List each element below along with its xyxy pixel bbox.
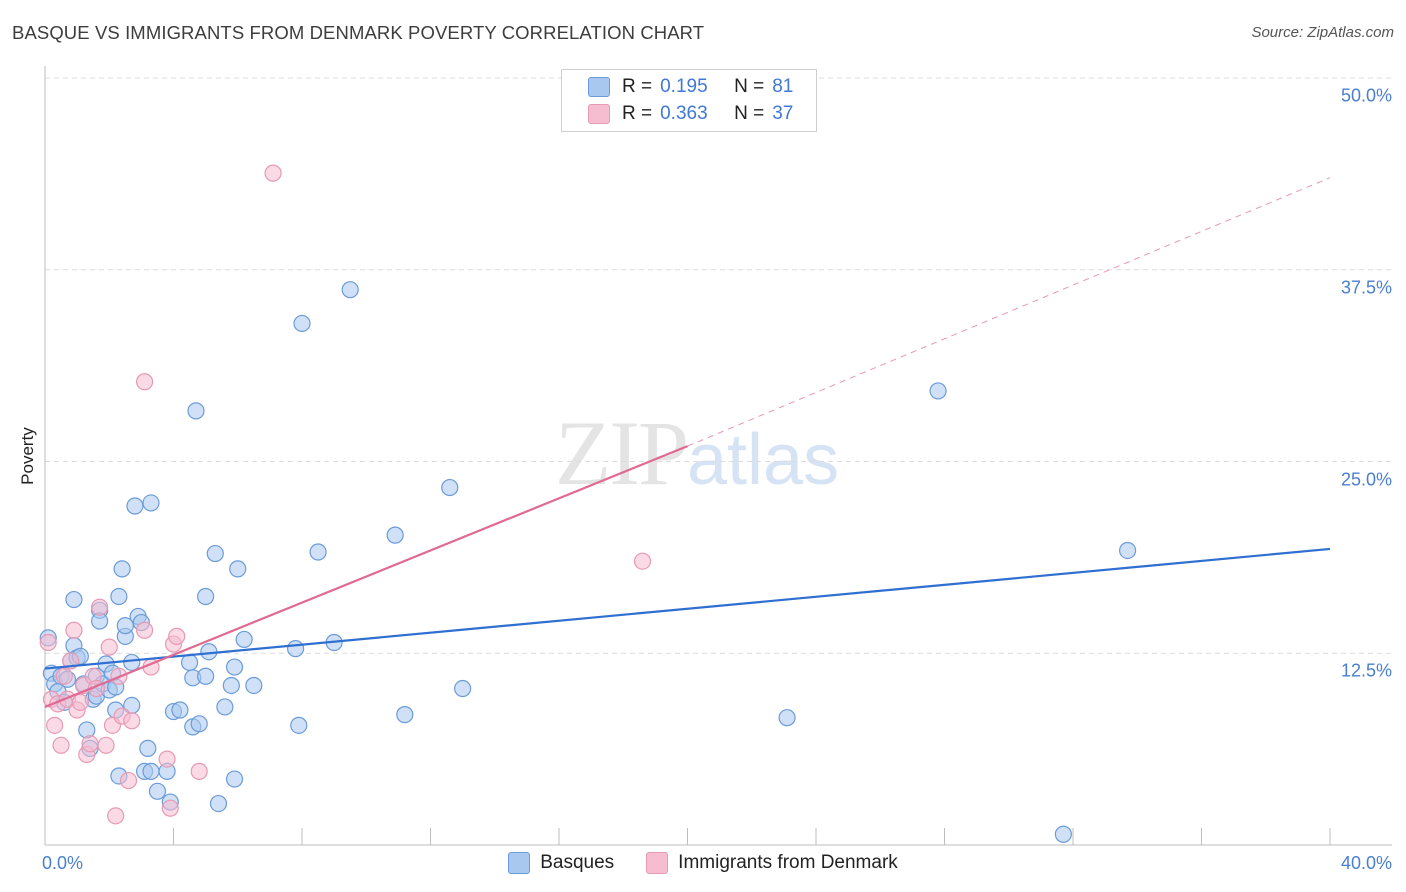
point-basques: [197, 587, 215, 606]
legend-n-label: N =: [734, 76, 765, 97]
point-denmark: [119, 771, 138, 790]
x-tick-label-min: 0.0%: [42, 853, 84, 873]
point-denmark: [65, 621, 83, 639]
watermark-zip: ZIP: [555, 402, 689, 504]
point-basques: [341, 281, 359, 299]
trendline-denmark: [44, 445, 688, 708]
point-denmark: [135, 373, 154, 391]
point-basques: [309, 543, 327, 561]
point-basques: [180, 653, 199, 672]
point-basques: [290, 716, 308, 734]
point-basques: [235, 630, 253, 649]
point-basques: [778, 709, 796, 727]
point-basques: [929, 382, 947, 400]
point-denmark: [190, 762, 208, 780]
source-label: Source: ZipAtlas.com: [1251, 24, 1394, 41]
point-denmark: [161, 799, 179, 817]
legend-r-value: 0.363: [660, 103, 708, 124]
point-basques: [386, 526, 404, 544]
point-basques: [110, 587, 128, 606]
point-basques: [396, 706, 414, 724]
point-basques: [123, 653, 141, 672]
point-basques: [441, 478, 459, 497]
x-tick-label-max: 40.0%: [1340, 853, 1392, 873]
legend-n-label: N =: [734, 103, 765, 124]
point-basques: [187, 402, 205, 420]
series-swatch-basques: [508, 852, 531, 874]
point-basques: [142, 762, 160, 780]
point-basques: [197, 667, 215, 685]
point-basques: [126, 497, 144, 515]
series-legend-label: Basques: [540, 852, 615, 873]
point-basques: [454, 679, 472, 698]
point-denmark: [52, 736, 70, 754]
point-denmark: [107, 807, 125, 825]
point-denmark: [100, 638, 118, 656]
y-tick-label: 37.5%: [1340, 277, 1392, 298]
y-tick-label: 50.0%: [1340, 85, 1392, 106]
watermark-atlas: atlas: [687, 420, 840, 500]
point-basques: [139, 739, 157, 757]
point-denmark: [46, 716, 64, 734]
point-basques: [225, 770, 244, 788]
point-denmark: [633, 552, 652, 570]
point-basques: [286, 640, 305, 658]
point-basques: [209, 794, 228, 813]
point-basques: [113, 560, 131, 578]
chart-title: BASQUE VS IMMIGRANTS FROM DENMARK POVERT…: [12, 22, 705, 43]
point-denmark: [71, 693, 89, 711]
legend-swatch-denmark: [588, 104, 610, 124]
point-basques: [206, 544, 224, 563]
point-basques: [148, 782, 167, 800]
point-denmark: [55, 667, 73, 685]
legend-r-value: 0.195: [660, 76, 708, 97]
point-basques: [225, 658, 244, 676]
y-tick-label: 25.0%: [1340, 469, 1392, 489]
trendline-denmark-extension: [687, 177, 1331, 447]
series-legend-basques: Basques: [508, 852, 614, 874]
point-basques: [222, 676, 240, 695]
legend-r-label: R =: [622, 76, 653, 97]
point-basques: [293, 314, 311, 333]
legend-swatch-basques: [588, 77, 610, 97]
legend-n-value: 81: [772, 76, 794, 97]
point-denmark: [168, 627, 186, 645]
point-denmark: [158, 750, 176, 768]
point-basques: [245, 676, 263, 695]
series-legend-label: Immigrants from Denmark: [678, 852, 898, 873]
point-basques: [171, 701, 189, 719]
legend-n-value: 37: [772, 103, 794, 124]
point-denmark: [91, 598, 109, 616]
series-swatch-denmark: [646, 852, 669, 874]
point-denmark: [39, 633, 57, 652]
point-denmark: [264, 164, 282, 182]
point-basques: [142, 494, 160, 512]
legend-r-label: R =: [622, 103, 653, 124]
point-basques: [1119, 541, 1137, 560]
point-basques: [190, 715, 208, 733]
point-basques: [1054, 825, 1072, 843]
point-basques: [116, 617, 134, 635]
legend-row-basques: R = 0.195 N = 81: [588, 75, 793, 99]
point-denmark: [81, 735, 99, 753]
legend-row-denmark: R = 0.363 N = 37: [588, 102, 793, 126]
series-legend: Basques Immigrants from Denmark: [0, 852, 1406, 874]
series-legend-denmark: Immigrants from Denmark: [646, 852, 898, 874]
point-denmark: [123, 712, 141, 730]
correlation-legend: R = 0.195 N = 81 R = 0.363 N = 37: [561, 69, 817, 132]
point-denmark: [97, 736, 115, 754]
point-basques: [65, 590, 83, 609]
point-basques: [229, 560, 247, 578]
watermark: ZIPatlas: [555, 400, 839, 506]
trendline-basques: [44, 547, 1331, 670]
y-tick-label: 12.5%: [1340, 660, 1392, 681]
y-axis-label: Poverty: [18, 427, 37, 485]
point-basques: [216, 698, 234, 716]
point-denmark: [135, 621, 154, 639]
